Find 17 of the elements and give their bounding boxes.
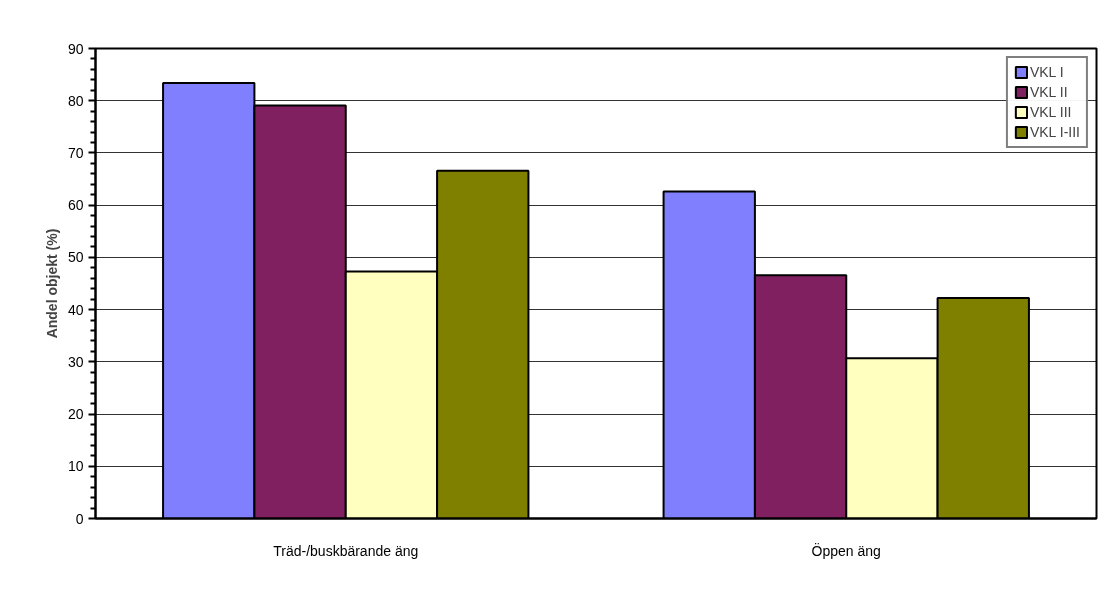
- x-tick-label: Öppen äng: [811, 541, 881, 559]
- y-tick-label: 50: [67, 249, 84, 266]
- y-tick-label: 0: [75, 510, 84, 527]
- y-tick-label: 20: [67, 406, 84, 423]
- y-tick-label: 90: [67, 40, 84, 57]
- y-tick-label: 30: [67, 353, 84, 370]
- y-tick-label: 10: [67, 458, 84, 475]
- legend-label: VKL I: [1029, 64, 1064, 80]
- y-tick-label: 40: [67, 301, 84, 318]
- y-tick-label: 70: [67, 144, 84, 161]
- legend-label: VKL III: [1029, 104, 1072, 120]
- y-tick-label: 60: [67, 197, 84, 214]
- y-tick-label: 80: [67, 92, 84, 109]
- legend-label: VKL II: [1029, 84, 1068, 100]
- legend-label: VKL I-III: [1029, 124, 1080, 140]
- y-axis-title: Andel objekt (%): [43, 228, 60, 339]
- x-tick-label: Träd-/buskbärande äng: [273, 542, 419, 559]
